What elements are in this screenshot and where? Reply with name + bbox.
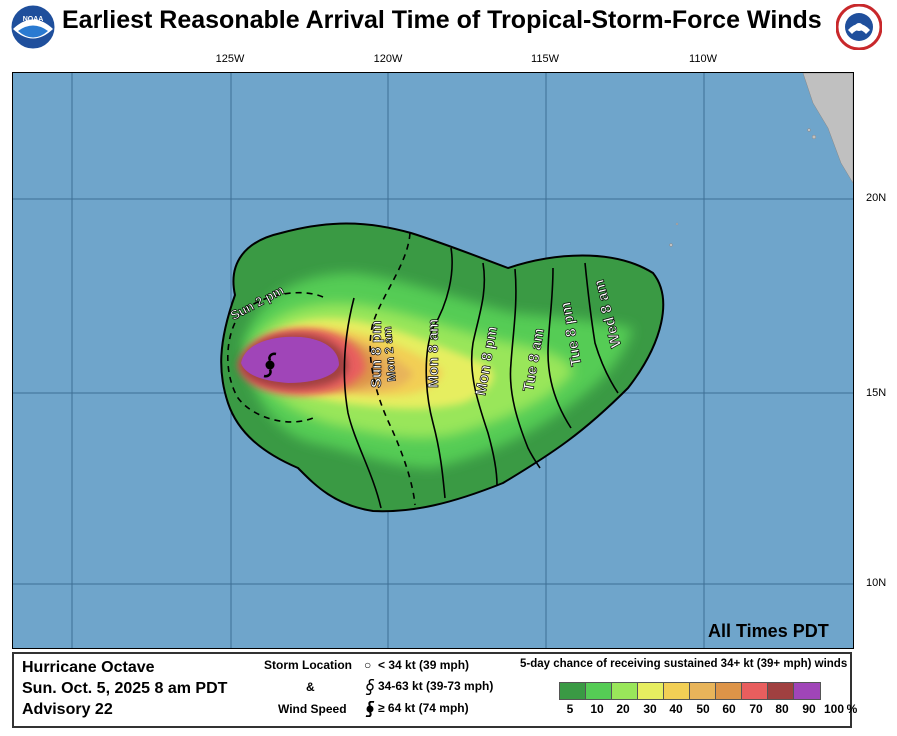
- probability-tick: 10: [590, 702, 604, 716]
- latitude-label: 15N: [866, 387, 887, 399]
- probability-tick: 50: [696, 702, 710, 716]
- map-canvas: Sun 2 pm Sun 8 pm Mon 2 am Mon 8 am Mon …: [13, 73, 853, 648]
- legend-item-label: 34-63 kt (39-73 mph): [378, 679, 494, 693]
- circle-icon: ○: [364, 658, 372, 672]
- storm-info: Hurricane Octave Sun. Oct. 5, 2025 8 am …: [22, 657, 227, 720]
- longitude-label: 120W: [373, 53, 403, 65]
- noaa-logo: NOAA: [10, 4, 56, 50]
- longitude-label: 110W: [689, 53, 717, 65]
- land: [550, 73, 853, 265]
- storm-name: Hurricane Octave: [22, 659, 155, 676]
- national-weather-service-logo: [836, 4, 882, 50]
- advisory-datetime: Sun. Oct. 5, 2025 8 am PDT: [22, 680, 228, 697]
- probability-tick: 5: [566, 702, 574, 716]
- color-swatch: [768, 683, 794, 699]
- advisory-number: Advisory 22: [22, 701, 113, 718]
- longitude-label: 125W: [215, 53, 245, 65]
- probability-tick: 30: [643, 702, 657, 716]
- probability-color-bar: [559, 682, 821, 700]
- legend-heading-amp: &: [306, 680, 315, 694]
- arrival-label: Mon 8 am: [425, 319, 442, 388]
- hurricane-icon: [365, 701, 375, 717]
- probability-tick: 60: [722, 702, 736, 716]
- color-swatch: [560, 683, 586, 699]
- color-swatch: [716, 683, 742, 699]
- probability-tick: 90: [802, 702, 816, 716]
- probability-tick: 80: [775, 702, 789, 716]
- probability-tick: %: [846, 702, 858, 716]
- latitude-label: 10N: [866, 577, 887, 589]
- map-panel[interactable]: Sun 2 pm Sun 8 pm Mon 2 am Mon 8 am Mon …: [12, 72, 854, 649]
- probability-ticks: 5 10 20 30 40 50 60 70 80 90 100 %: [520, 702, 858, 718]
- probability-tick: 100: [823, 702, 845, 716]
- probability-legend: 5-day chance of receiving sustained 34+ …: [520, 658, 857, 716]
- probability-tick: 40: [669, 702, 683, 716]
- legend-item-label: < 34 kt (39 mph): [378, 658, 470, 672]
- color-swatch: [638, 683, 664, 699]
- legend-item-label: ≥ 64 kt (74 mph): [378, 701, 469, 715]
- probability-tick: 70: [749, 702, 763, 716]
- color-swatch: [794, 683, 820, 699]
- color-swatch: [586, 683, 612, 699]
- legend-heading-wind: Wind Speed: [278, 702, 347, 716]
- tropical-storm-icon: [365, 679, 375, 695]
- svg-text:NOAA: NOAA: [23, 16, 44, 23]
- arrival-label: Mon 2 am: [380, 326, 399, 382]
- latitude-label: 20N: [866, 192, 887, 204]
- color-swatch: [612, 683, 638, 699]
- legend-heading-location: Storm Location: [264, 658, 353, 672]
- time-zone-note: All Times PDT: [708, 621, 829, 641]
- probability-tick: 20: [616, 702, 630, 716]
- color-swatch: [742, 683, 768, 699]
- color-swatch: [664, 683, 690, 699]
- color-swatch: [690, 683, 716, 699]
- arrival-label: Sun 8 pm: [368, 320, 385, 388]
- legend-panel: Hurricane Octave Sun. Oct. 5, 2025 8 am …: [12, 652, 857, 728]
- longitude-label: 115W: [531, 53, 559, 65]
- probability-legend-title: 5-day chance of receiving sustained 34+ …: [520, 658, 848, 670]
- hurricane-icon: [263, 352, 277, 378]
- arrival-contours: [227, 232, 619, 509]
- swath-outline: [220, 222, 665, 513]
- page-title: Earliest Reasonable Arrival Time of Trop…: [62, 6, 822, 34]
